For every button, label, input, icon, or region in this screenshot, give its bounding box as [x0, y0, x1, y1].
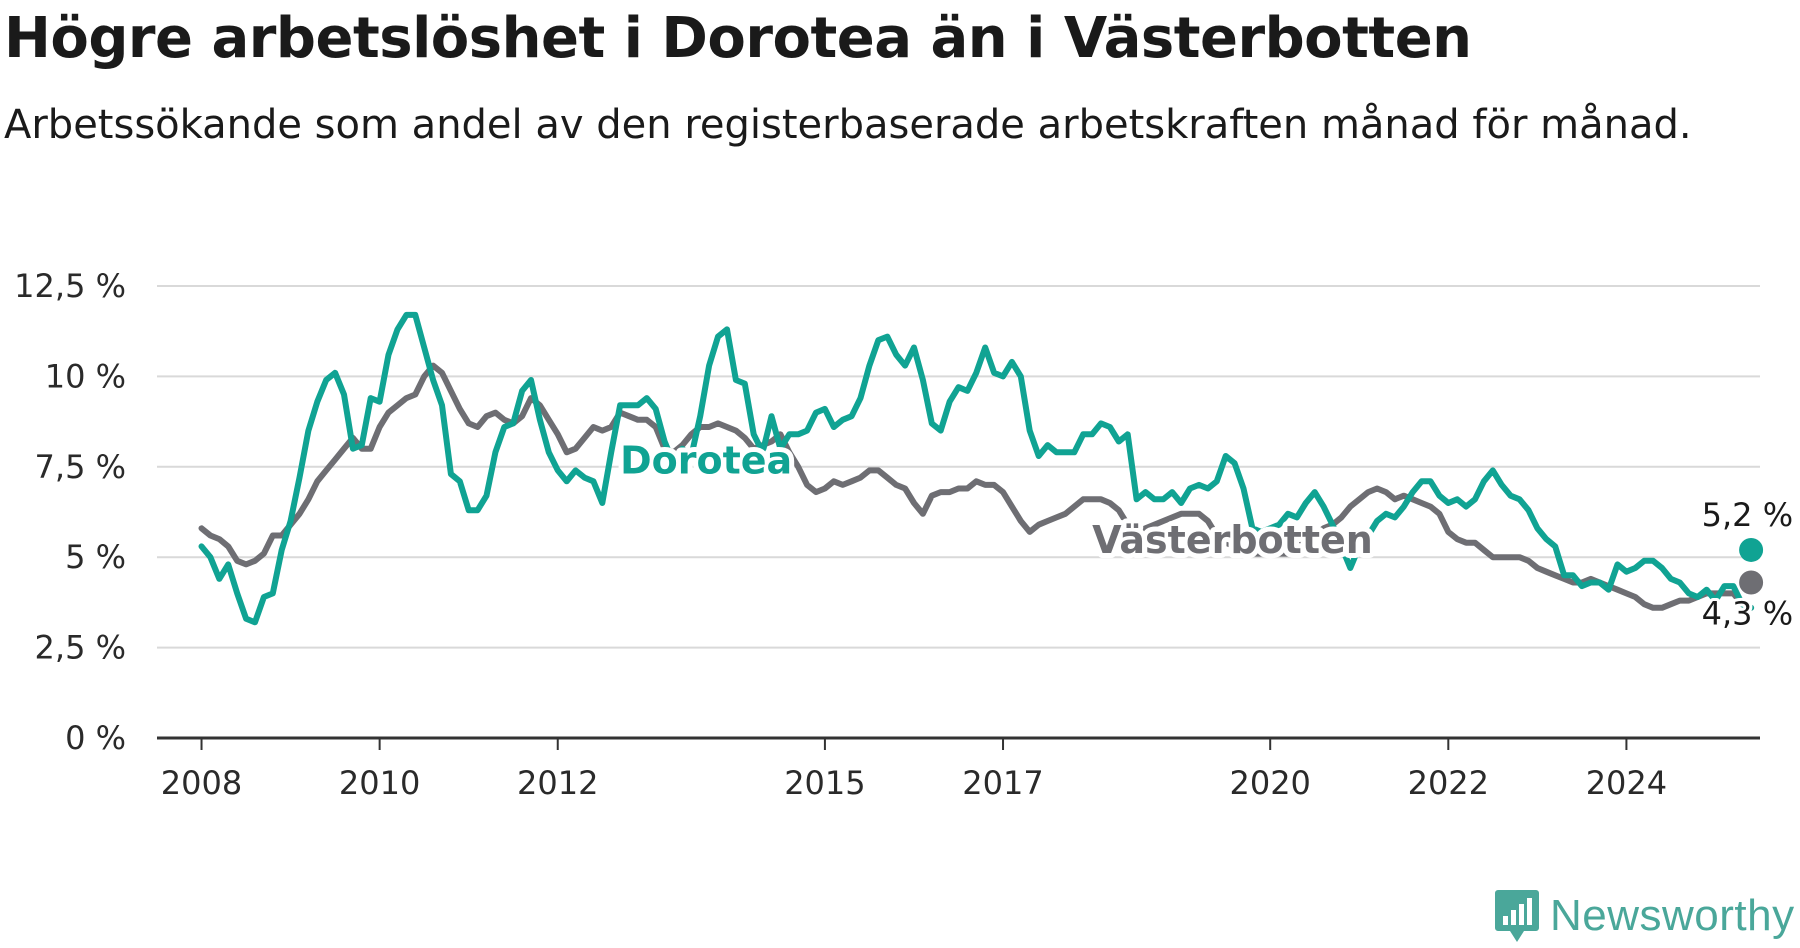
series-line-dorotea	[198, 311, 1755, 626]
x-tick-label: 2012	[517, 764, 598, 802]
x-tick-label: 2017	[962, 764, 1043, 802]
series-line-vasterbotten	[198, 362, 1755, 611]
chart-title: Högre arbetslöshet i Dorotea än i Väster…	[4, 6, 1472, 71]
end-value-label-dorotea: 5,2 %	[1702, 496, 1793, 534]
x-tick-label: 2024	[1586, 764, 1667, 802]
y-tick-label: 12,5 %	[14, 267, 126, 305]
x-tick-label: 2008	[161, 764, 242, 802]
y-axis-ticks: 0 % 2,5 % 5 % 7,5 % 10 % 12,5 %	[14, 267, 126, 757]
series-lines	[198, 311, 1755, 626]
series-label-vasterbotten: Västerbotten	[1092, 518, 1373, 562]
y-tick-label: 2,5 %	[35, 629, 126, 667]
y-tick-label: 0 %	[65, 719, 126, 757]
grid-lines	[157, 285, 1760, 740]
series-label-dorotea: Dorotea	[620, 439, 792, 483]
x-tick-label: 2015	[784, 764, 865, 802]
series-labels: Västerbotten Dorotea 4,3 % 5,2 %	[615, 434, 1796, 636]
x-tick-label: 2020	[1229, 764, 1310, 802]
x-tick-label: 2022	[1408, 764, 1489, 802]
x-axis-ticks: 2008 2010 2012 2015 2017 2020 2022 2024	[161, 738, 1667, 802]
y-tick-label: 7,5 %	[35, 448, 126, 486]
newsworthy-logo: Newsworthy	[1494, 888, 1795, 944]
end-marker-vasterbotten	[1739, 570, 1764, 595]
bar-chart-icon	[1495, 890, 1539, 942]
x-tick-label: 2010	[339, 764, 420, 802]
chart-subtitle: Arbetssökande som andel av den registerb…	[4, 102, 1692, 148]
end-value-label-vasterbotten: 4,3 %	[1702, 595, 1793, 633]
brand-name: Newsworthy	[1550, 891, 1795, 940]
end-marker-dorotea	[1739, 537, 1764, 562]
y-tick-label: 10 %	[45, 357, 126, 395]
y-tick-label: 5 %	[65, 538, 126, 576]
